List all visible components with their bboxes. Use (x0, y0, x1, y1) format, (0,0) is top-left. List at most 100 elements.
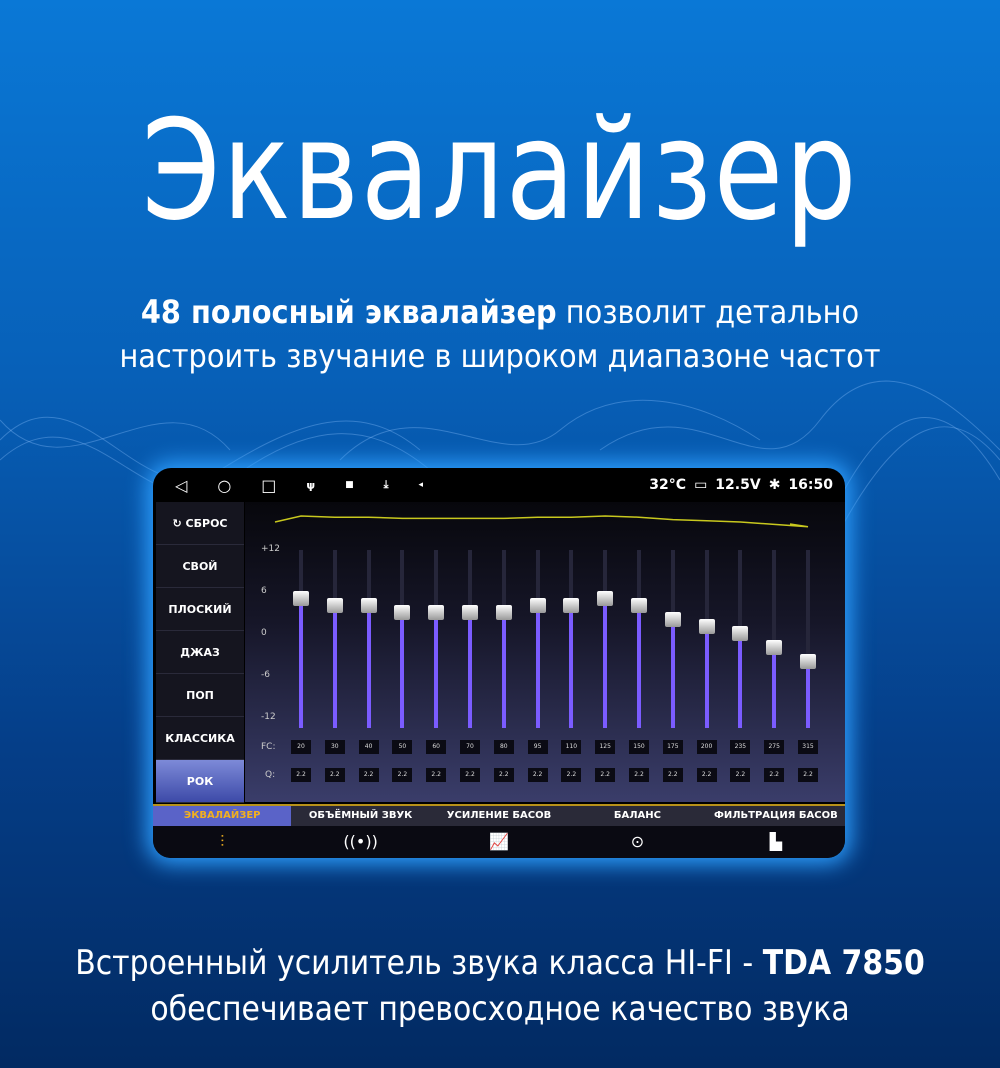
slider-fill (434, 613, 439, 728)
fc-value[interactable]: 30 (324, 740, 345, 754)
scale-label: -6 (261, 670, 270, 680)
usb-icon: ψ (306, 478, 316, 492)
slider-fill (704, 627, 709, 728)
eq-curve-line (274, 515, 809, 528)
slider-fill (670, 620, 675, 728)
slider-thumb[interactable] (293, 591, 309, 606)
slider-thumb[interactable] (529, 598, 546, 613)
fc-value[interactable]: 70 (460, 740, 480, 754)
fc-value[interactable]: 275 (764, 740, 785, 754)
slider-fill (299, 599, 303, 728)
fc-value[interactable]: 95 (527, 740, 548, 754)
slider-thumb[interactable] (631, 598, 647, 613)
preset-3[interactable]: ДЖАЗ (156, 631, 244, 674)
bass-filter-icon[interactable]: ▙ (769, 832, 782, 851)
equalizer-panel: +12 6 0 -6 -12 FC: Q: 20 2.2 30 2.2 40 2.2 50 2.2 60 2.2… (245, 502, 845, 802)
slider-thumb[interactable] (597, 591, 614, 606)
fc-value[interactable]: 125 (595, 740, 616, 754)
home-icon[interactable]: ○ (217, 475, 232, 495)
preset-6[interactable]: РОК (156, 760, 244, 803)
sd-icon: ■ (345, 480, 354, 490)
fc-value[interactable]: 20 (291, 740, 311, 754)
tab-4[interactable]: ФИЛЬТРАЦИЯ БАСОВ (713, 810, 838, 821)
preset-1[interactable]: СВОЙ (156, 545, 244, 588)
fc-value[interactable]: 235 (730, 740, 751, 754)
preset-sidebar: ↻ СБРОС СВОЙ ПЛОСКИЙ ДЖАЗ ПОП КЛАССИКА РОК (156, 502, 244, 803)
q-value[interactable]: 2.2 (358, 768, 379, 782)
slider-thumb[interactable] (462, 605, 478, 620)
slider-thumb[interactable] (800, 654, 816, 669)
fc-label: FC: (261, 742, 276, 752)
bluetooth-icon: ✱ (768, 477, 781, 493)
preset-0[interactable]: ↻ СБРОС (156, 502, 244, 545)
slider-fill (400, 613, 405, 728)
q-value[interactable]: 2.2 (527, 768, 548, 782)
fc-value[interactable]: 315 (798, 740, 818, 754)
eq-curve (274, 515, 809, 528)
slider-thumb[interactable] (326, 598, 343, 613)
download-icon: ⤓ (383, 478, 389, 491)
fc-value[interactable]: 150 (629, 740, 649, 754)
balance-icon[interactable]: ⊙ (630, 832, 645, 851)
battery-icon: ▭ (694, 477, 708, 493)
slider-track[interactable] (772, 550, 777, 728)
q-value[interactable]: 2.2 (696, 768, 717, 782)
q-value[interactable]: 2.2 (764, 768, 785, 782)
slider-thumb[interactable] (698, 619, 715, 634)
tab-bar: ЭКВАЛАЙЗЕР ОБЪЁМНЫЙ ЗВУК УСИЛЕНИЕ БАСОВ БАЛ… (153, 804, 845, 858)
q-label: Q: (265, 770, 276, 780)
clock: 16:50 (788, 477, 833, 493)
q-value[interactable]: 2.2 (426, 768, 447, 782)
tab-2[interactable]: УСИЛЕНИЕ БАСОВ (446, 810, 552, 821)
fc-value[interactable]: 60 (426, 740, 447, 754)
fc-value[interactable]: 200 (696, 740, 717, 754)
fc-value[interactable]: 50 (392, 740, 413, 754)
surround-icon[interactable]: ((•)) (343, 832, 378, 851)
preset-2[interactable]: ПЛОСКИЙ (156, 588, 244, 631)
q-value[interactable]: 2.2 (662, 768, 683, 782)
slider-fill (637, 606, 641, 728)
fc-value[interactable]: 80 (493, 740, 514, 754)
slider-thumb[interactable] (360, 598, 377, 613)
slider-thumb[interactable] (394, 605, 411, 620)
slider-thumb[interactable] (664, 612, 681, 627)
q-value[interactable]: 2.2 (798, 768, 818, 782)
bass-boost-icon[interactable]: 📈 (489, 832, 509, 851)
preset-5[interactable]: КЛАССИКА (156, 717, 244, 760)
q-value[interactable]: 2.2 (324, 768, 345, 782)
slider-fill (806, 662, 810, 728)
slider-thumb[interactable] (495, 605, 512, 620)
slider-thumb[interactable] (766, 640, 783, 655)
fc-value[interactable]: 110 (561, 740, 582, 754)
scale-label: 0 (261, 628, 267, 638)
slider-thumb[interactable] (563, 598, 580, 613)
q-value[interactable]: 2.2 (730, 768, 751, 782)
q-value[interactable]: 2.2 (493, 768, 514, 782)
fc-value[interactable]: 40 (358, 740, 379, 754)
scale-label: +12 (261, 544, 280, 554)
slider-track[interactable] (806, 550, 810, 728)
q-value[interactable]: 2.2 (392, 768, 413, 782)
slider-thumb[interactable] (428, 605, 445, 620)
slider-fill (535, 606, 540, 728)
sliders-icon[interactable]: ⫶ (220, 832, 225, 851)
q-value[interactable]: 2.2 (595, 768, 616, 782)
recents-icon[interactable]: □ (261, 475, 277, 495)
scale-label: -12 (261, 712, 276, 722)
q-value[interactable]: 2.2 (291, 768, 311, 782)
q-value[interactable]: 2.2 (460, 768, 480, 782)
q-value[interactable]: 2.2 (561, 768, 582, 782)
voltage: 12.5V (715, 477, 761, 493)
q-value[interactable]: 2.2 (629, 768, 649, 782)
fc-value[interactable]: 175 (662, 740, 683, 754)
back-icon[interactable]: ◁ (175, 475, 188, 495)
status-bar: ◁ ○ □ ψ ■ ⤓ ◂ 32°C ▭ 12.5V ✱ 16:50 (153, 468, 845, 502)
slider-thumb[interactable] (732, 626, 749, 641)
footer-text: Встроенный усилитель звука класса HI-FI … (75, 943, 925, 1029)
tab-3[interactable]: БАЛАНС (613, 810, 661, 821)
preset-4[interactable]: ПОП (156, 674, 244, 717)
tab-0[interactable]: ЭКВАЛАЙЗЕР (153, 806, 292, 826)
slider-fill (468, 613, 472, 728)
tab-1[interactable]: ОБЪЁМНЫЙ ЗВУК (308, 810, 413, 821)
head-unit-screen: ◁ ○ □ ψ ■ ⤓ ◂ 32°C ▭ 12.5V ✱ 16:50 ↻ СБРОС СВОЙ ПЛОС… (153, 468, 845, 858)
